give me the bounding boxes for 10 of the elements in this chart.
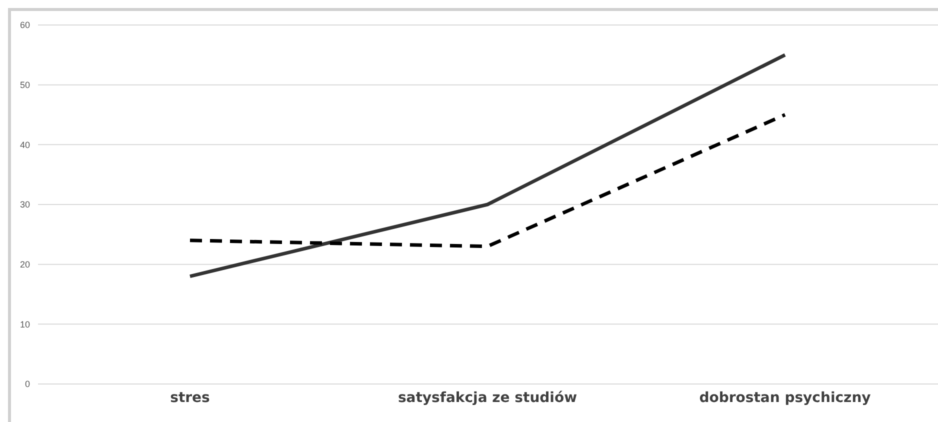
y-tick-label: 10 — [20, 319, 30, 330]
x-tick-label: dobrostan psychiczny — [699, 390, 871, 406]
y-tick-label: 20 — [20, 260, 30, 270]
y-tick-label: 0 — [24, 379, 30, 390]
y-tick-label: 50 — [20, 80, 30, 90]
x-tick-label: stres — [170, 390, 210, 406]
y-tick-label: 40 — [20, 140, 30, 150]
y-tick-label: 30 — [20, 200, 30, 210]
x-tick-label: satysfakcja ze studiów — [398, 390, 578, 406]
y-tick-label: 60 — [20, 20, 30, 30]
